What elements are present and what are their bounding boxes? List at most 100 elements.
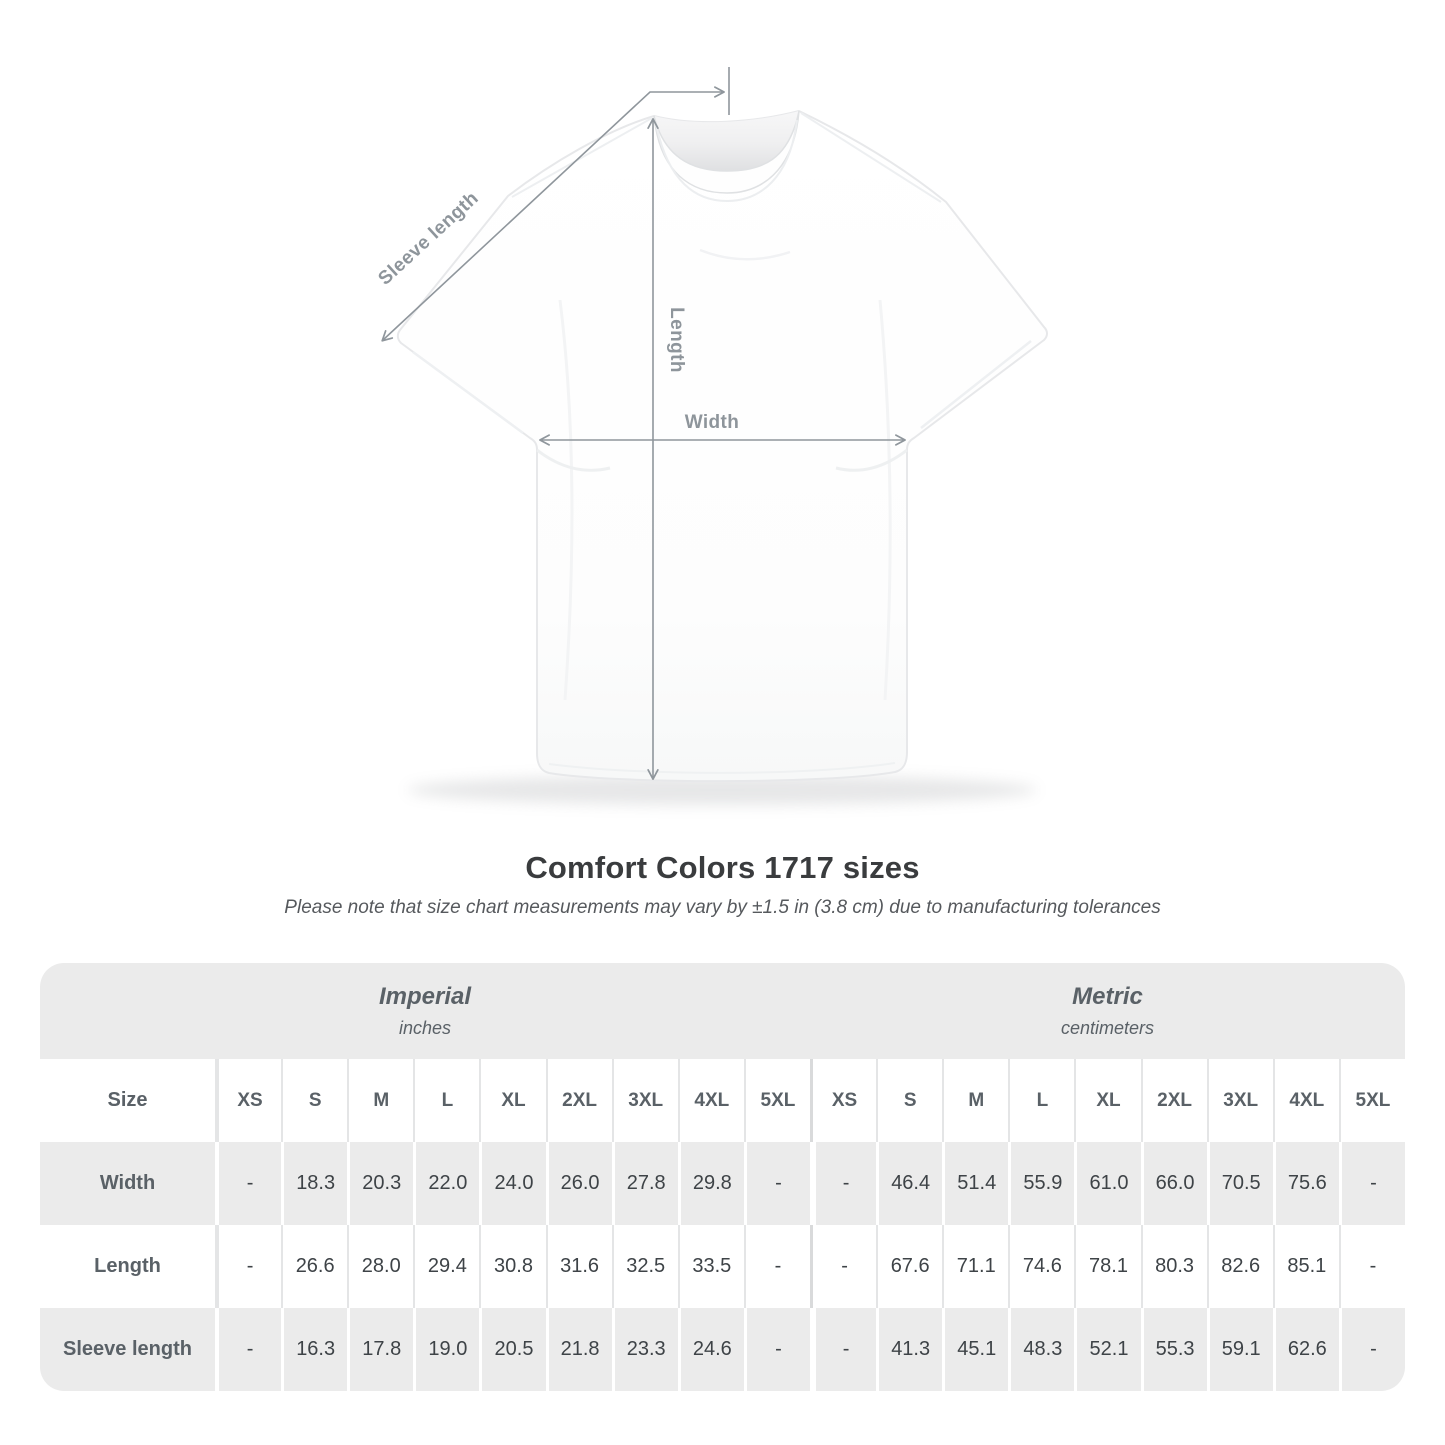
size-col-header: 2XL	[1140, 1059, 1207, 1142]
title-block: Comfort Colors 1717 sizes Please note th…	[0, 850, 1445, 919]
row-label: Sleeve length	[40, 1308, 215, 1391]
value-cell: 20.5	[479, 1308, 546, 1391]
value-cell: 82.6	[1206, 1225, 1273, 1308]
value-cell: 16.3	[281, 1308, 348, 1391]
metric-unit: centimeters	[1060, 1018, 1155, 1038]
value-cell: 24.6	[677, 1308, 744, 1391]
value-cell: 29.8	[677, 1142, 744, 1225]
size-col-header: 4XL	[677, 1059, 744, 1142]
value-cell: 27.8	[611, 1142, 678, 1225]
size-col-header: M	[942, 1059, 1008, 1142]
bottom-hem-seam	[548, 762, 896, 774]
tshirt-body	[396, 110, 1048, 783]
size-table: Imperial inches Metric centimeters Size …	[40, 963, 1405, 1391]
value-cell: 33.5	[677, 1225, 744, 1308]
value-cell: 52.1	[1074, 1308, 1141, 1391]
table-row-length: Length - 26.6 28.0 29.4 30.8 31.6 32.5 3…	[40, 1225, 1405, 1308]
value-cell: 75.6	[1272, 1142, 1339, 1225]
value-cell: -	[810, 1225, 876, 1308]
left-underarm-shadow	[536, 448, 611, 472]
value-cell: -	[1338, 1308, 1405, 1391]
size-col-header: L	[413, 1059, 479, 1142]
value-cell: -	[743, 1308, 810, 1391]
imperial-label: Imperial	[378, 983, 472, 1010]
value-cell: 22.0	[413, 1142, 480, 1225]
value-cell: 61.0	[1074, 1142, 1141, 1225]
value-cell: 26.0	[545, 1142, 612, 1225]
value-cell: 62.6	[1272, 1308, 1339, 1391]
value-cell: 18.3	[281, 1142, 348, 1225]
size-col-header: L	[1008, 1059, 1074, 1142]
imperial-group-header: Imperial inches	[40, 963, 810, 1059]
value-cell: -	[1338, 1142, 1405, 1225]
table-row-width: Width - 18.3 20.3 22.0 24.0 26.0 27.8 29…	[40, 1142, 1405, 1225]
value-cell: 45.1	[942, 1308, 1009, 1391]
value-cell: 51.4	[942, 1142, 1009, 1225]
value-cell: -	[810, 1308, 877, 1391]
value-cell: 21.8	[545, 1308, 612, 1391]
size-col-header: 3XL	[611, 1059, 678, 1142]
size-col-header: 2XL	[545, 1059, 612, 1142]
value-cell: 80.3	[1140, 1225, 1207, 1308]
right-shoulder-seam	[800, 112, 942, 203]
length-label: Length	[666, 307, 687, 373]
value-cell: 31.6	[545, 1225, 612, 1308]
size-col-header: XS	[810, 1059, 876, 1142]
value-cell: 20.3	[347, 1142, 414, 1225]
value-cell: 48.3	[1008, 1308, 1075, 1391]
right-cuff-hem	[920, 340, 1032, 429]
value-cell: 66.0	[1140, 1142, 1207, 1225]
left-body-crease	[558, 299, 574, 701]
table-row-sleeve-length: Sleeve length - 16.3 17.8 19.0 20.5 21.8…	[40, 1308, 1405, 1391]
value-cell: 30.8	[479, 1225, 545, 1308]
row-label: Length	[94, 1255, 161, 1277]
chart-subtitle: Please note that size chart measurements…	[284, 897, 1161, 918]
right-body-crease	[878, 299, 892, 701]
size-col-header: 4XL	[1272, 1059, 1339, 1142]
tshirt-graphic	[381, 67, 1048, 805]
imperial-unit: inches	[398, 1018, 452, 1038]
value-cell: 32.5	[611, 1225, 678, 1308]
size-col-header: 5XL	[743, 1059, 810, 1142]
value-cell: 41.3	[876, 1308, 943, 1391]
width-label: Width	[684, 412, 740, 433]
value-cell: 17.8	[347, 1308, 414, 1391]
size-col-header: XL	[1074, 1059, 1140, 1142]
right-underarm-shadow	[835, 448, 908, 472]
value-cell: 55.9	[1008, 1142, 1075, 1225]
size-col-header: S	[876, 1059, 942, 1142]
value-cell: 26.6	[281, 1225, 347, 1308]
size-col-header: 5XL	[1338, 1059, 1405, 1142]
value-cell: -	[215, 1225, 281, 1308]
value-cell: -	[810, 1142, 877, 1225]
tshirt-measurement-diagram: Sleeve length Length Width	[374, 67, 1048, 805]
value-cell: 67.6	[876, 1225, 942, 1308]
value-cell: 29.4	[413, 1225, 479, 1308]
unit-header-row: Imperial inches Metric centimeters	[40, 963, 1405, 1059]
value-cell: 59.1	[1206, 1308, 1273, 1391]
row-label: Width	[40, 1142, 215, 1225]
value-cell: -	[743, 1225, 810, 1308]
value-cell: -	[215, 1308, 282, 1391]
value-cell: 74.6	[1008, 1225, 1074, 1308]
size-header-row: Size XS S M L XL 2XL 3XL 4XL 5XL XS S M …	[40, 1059, 1405, 1142]
value-cell: 85.1	[1272, 1225, 1339, 1308]
size-col-header: 3XL	[1206, 1059, 1273, 1142]
value-cell: 24.0	[479, 1142, 546, 1225]
left-cuff-hem	[412, 350, 524, 435]
value-cell: 19.0	[413, 1308, 480, 1391]
value-cell: -	[1338, 1225, 1405, 1308]
size-col-header: XL	[479, 1059, 545, 1142]
size-col-header: XS	[215, 1059, 281, 1142]
metric-group-header: Metric centimeters	[810, 963, 1405, 1059]
value-cell: -	[215, 1142, 282, 1225]
value-cell: 23.3	[611, 1308, 678, 1391]
sleeve-length-line	[381, 86, 725, 342]
tshirt-shadow	[407, 775, 1037, 805]
value-cell: 28.0	[347, 1225, 413, 1308]
value-cell: 55.3	[1140, 1308, 1207, 1391]
metric-label: Metric	[1072, 983, 1143, 1010]
value-cell: 71.1	[942, 1225, 1008, 1308]
size-col-header: M	[347, 1059, 413, 1142]
